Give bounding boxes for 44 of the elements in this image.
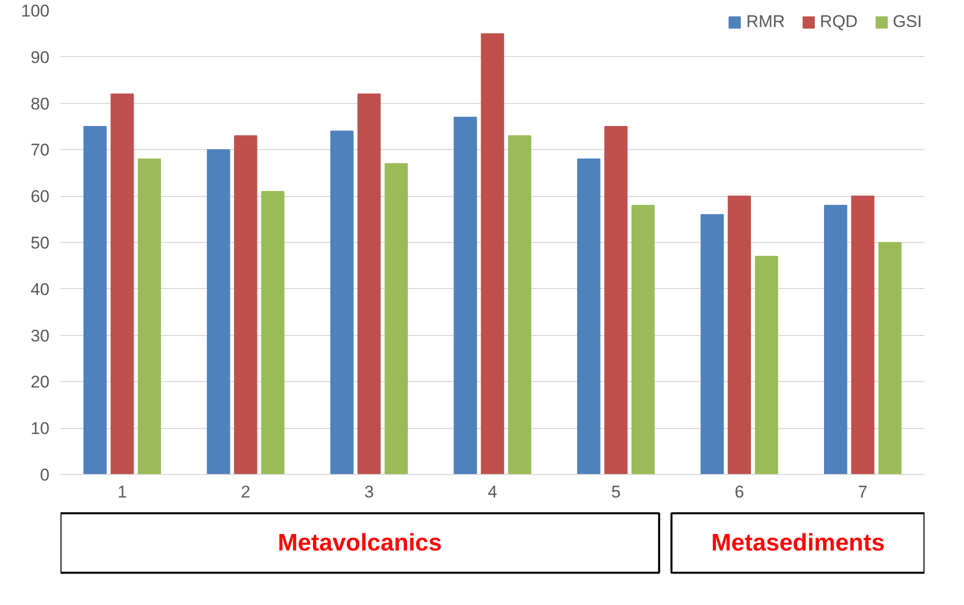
bar (357, 94, 381, 474)
y-tick-label: 40 (30, 280, 50, 299)
x-tick-label: 5 (611, 482, 621, 502)
y-tick-label: 100 (21, 2, 50, 20)
bar (138, 158, 161, 474)
x-tick-label: 3 (364, 482, 374, 502)
legend-label: RMR (746, 12, 785, 32)
bar (234, 135, 258, 474)
text: Metavolcanics (278, 530, 442, 556)
bar (878, 242, 902, 474)
y-tick-label: 20 (30, 372, 50, 392)
y-tick-label: 80 (30, 94, 50, 114)
y-tick-label: 90 (30, 48, 50, 67)
y-tick-label: 50 (30, 234, 50, 252)
y-tick-label: 0 (40, 466, 50, 484)
bar (631, 204, 655, 474)
text: Metasediments (711, 530, 885, 556)
bar (330, 130, 354, 474)
bar (454, 116, 477, 474)
bar (480, 33, 504, 474)
bar (577, 158, 600, 474)
bar (604, 126, 628, 474)
x-tick-label: 7 (858, 482, 868, 502)
bar (261, 190, 284, 474)
bar (824, 204, 848, 474)
bar (206, 149, 230, 474)
bar (728, 196, 751, 474)
legend-label: RQD (820, 12, 858, 32)
y-tick-label: 60 (30, 187, 50, 206)
bar (851, 196, 874, 474)
y-tick-label: 70 (30, 140, 50, 160)
y-tick-label: 30 (30, 326, 50, 346)
x-tick-label: 1 (117, 482, 127, 502)
bar (508, 135, 532, 474)
y-tick-label: 10 (30, 419, 50, 438)
bar (754, 256, 778, 474)
x-tick-label: 6 (734, 482, 744, 502)
bar (83, 126, 107, 474)
x-tick-label: 2 (240, 482, 250, 502)
legend-label: GSI (892, 12, 922, 32)
bar (110, 94, 134, 474)
bar (700, 214, 724, 474)
x-tick-label: 4 (488, 482, 498, 502)
bar (384, 163, 408, 474)
